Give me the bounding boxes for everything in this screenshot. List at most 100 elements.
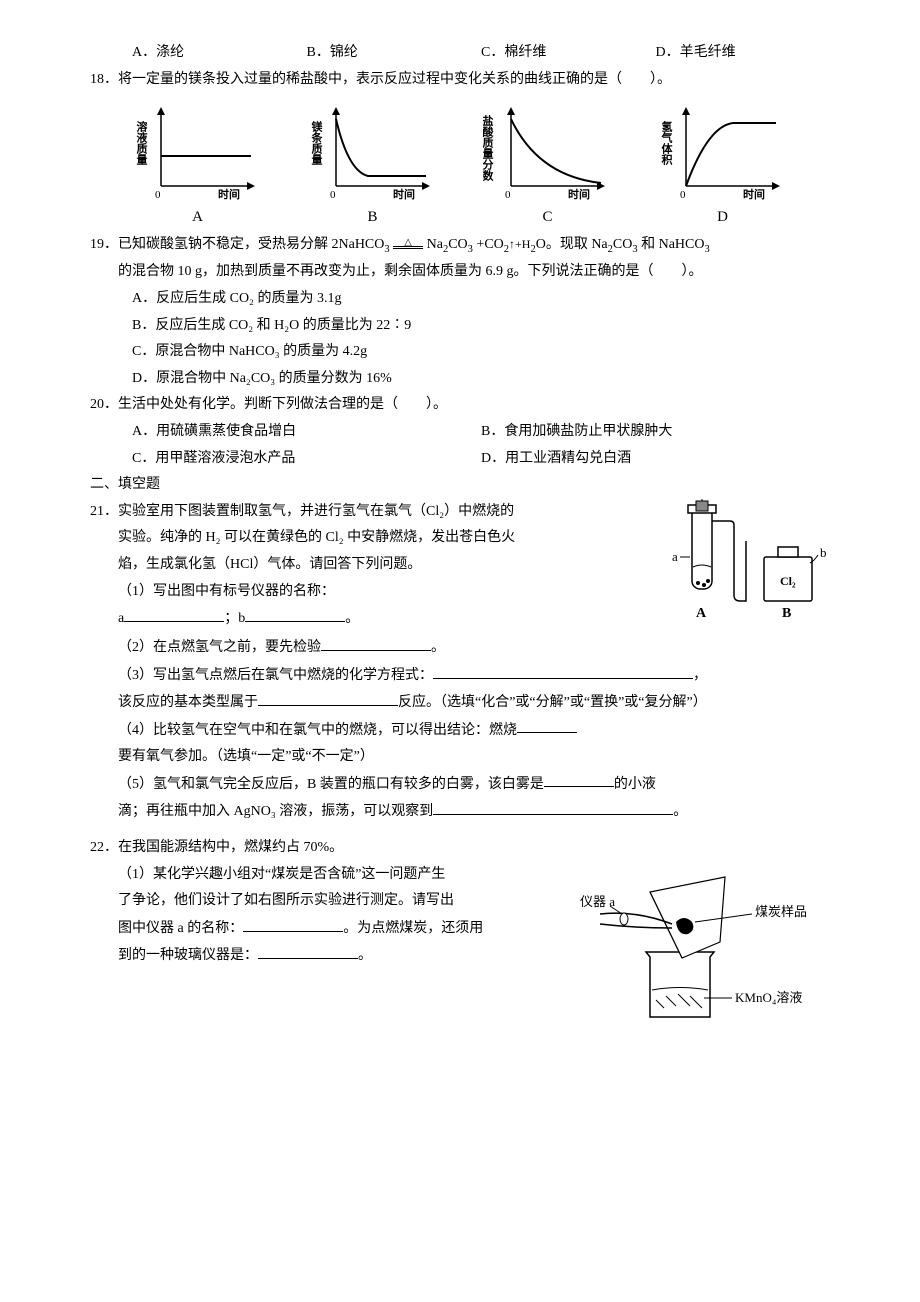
q21-l2: 实验。纯净的 H₂ 可以在黄绿色的 Cl₂ 中安静燃烧，发出苍白色火 — [90, 525, 652, 552]
q21-p5a: （5）氢气和氯气完全反应后，B 装置的瓶口有较多的白雾，该白雾是 — [118, 776, 544, 791]
q17-opt-d: D．羊毛纤维 — [656, 40, 831, 67]
chart-a-ylabel: 溶液质量 — [135, 120, 148, 165]
q19-opt-d: D．原混合物中 Na₂CO₃ 的质量分数为 16% — [90, 366, 830, 393]
q21-p5c: 滴；再往瓶中加入 AgNO₃ 溶液，振荡，可以观察到 。 — [90, 798, 830, 825]
q19-stem-4: +CO — [473, 237, 504, 252]
q21-p4: （4）比较氢气在空气中和在氯气中的燃烧，可以得出结论：燃烧要有氧气参加。（选填“… — [90, 717, 830, 771]
q22-p1d-b: 。 — [358, 948, 372, 963]
q21-p2-end: 。 — [431, 640, 445, 655]
q21-label-big-a: A — [696, 606, 707, 621]
chart-d-svg: 氢气体积 0 时间 — [658, 101, 788, 201]
blank-p5c — [433, 798, 673, 815]
q21-p5b: 的小液 — [614, 776, 656, 791]
q22-p1b: 了争论，他们设计了如右图所示实验进行测定。请写出 — [90, 888, 572, 915]
q21-num: 21． — [90, 504, 118, 519]
chart-a-letter: A — [133, 203, 263, 232]
chart-a-xlabel: 时间 — [218, 187, 240, 201]
chart-d-zero: 0 — [680, 189, 686, 201]
q21-p5: （5）氢气和氯气完全反应后，B 装置的瓶口有较多的白雾，该白雾是 的小液 — [90, 771, 830, 798]
chart-a: 溶液质量 0 时间 A — [133, 101, 263, 232]
chart-c-svg: 盐酸质量分数 0 时间 — [483, 101, 613, 201]
q19-opt-c: C．原混合物中 NaHCO₃ 的质量为 4.2g — [90, 339, 830, 366]
q19-stem-7: CO — [613, 237, 632, 252]
q18: 18．将一定量的镁条投入过量的稀盐酸中，表示反应过程中变化关系的曲线正确的是（ … — [90, 67, 830, 94]
q21-p5c-end: 。 — [673, 804, 687, 819]
q19-line2: 的混合物 10 g，加热到质量不再改变为止，剩余固体质量为 6.9 g。下列说法… — [90, 259, 830, 286]
q22-label-coal: 煤炭样品 — [755, 904, 807, 919]
q22-p1a: （1）某化学兴趣小组对“煤炭是否含硫”这一问题产生 — [90, 862, 572, 889]
q20-opt-d: D．用工业酒精勾兑白酒 — [481, 446, 830, 473]
q21-label-a: a — [672, 549, 678, 564]
q21-l1: 实验室用下图装置制取氢气，并进行氢气在氯气（Cl₂）中燃烧的 — [118, 504, 514, 519]
q22-p1c: 图中仪器 a 的名称： 。为点燃煤炭，还须用 — [90, 915, 572, 942]
q21-p3-text: （3）写出氢气点燃后在氯气中燃烧的化学方程式： — [118, 668, 433, 683]
q20-num: 20． — [90, 397, 118, 412]
q17-options: A．涤纶 B．锦纶 C．棉纤维 D．羊毛纤维 — [90, 40, 830, 67]
q19-stem-6: O。现取 Na — [536, 237, 608, 252]
q21-p1b-end: 。 — [345, 611, 359, 626]
q21-label-cl2: Cl₂ — [780, 574, 796, 588]
q18-num: 18． — [90, 72, 118, 87]
chart-b-ylabel: 镁条质量 — [310, 120, 324, 165]
chart-b-zero: 0 — [330, 189, 336, 201]
q19-stem-1: 已知碳酸氢钠不稳定，受热易分解 2NaHCO — [118, 237, 384, 252]
q19-opt-b: B．反应后生成 CO₂ 和 H₂O 的质量比为 22∶9 — [90, 313, 830, 340]
q21-p1: （1）写出图中有标号仪器的名称： — [90, 579, 652, 606]
blank-p3b — [258, 689, 398, 706]
q17-opt-b: B．锦纶 — [307, 40, 482, 67]
q19-opt-a: A．反应后生成 CO₂ 的质量为 3.1g — [90, 286, 830, 313]
q18-stem: 将一定量的镁条投入过量的稀盐酸中，表示反应过程中变化关系的曲线正确的是（ ）。 — [118, 72, 671, 87]
chart-a-svg: 溶液质量 0 时间 — [133, 101, 263, 201]
q22-l1: 在我国能源结构中，燃煤约占 70%。 — [118, 840, 343, 855]
blank-q22a — [243, 915, 343, 932]
q21-p3b: 该反应的基本类型属于 反应。（选填“化合”或“分解”或“置换”或“复分解”） — [90, 689, 830, 716]
q21-p5c-text: 滴；再往瓶中加入 AgNO₃ 溶液，振荡，可以观察到 — [118, 804, 433, 819]
q20: 20．生活中处处有化学。判断下列做法合理的是（ ）。 — [90, 392, 830, 419]
q22-l1-row: 22．在我国能源结构中，燃煤约占 70%。 — [90, 835, 830, 862]
q20-opt-a: A．用硫磺熏蒸使食品增白 — [132, 419, 481, 446]
q21-apparatus-figure: a Cl₂ b A B — [660, 499, 830, 635]
blank-p4 — [517, 717, 577, 734]
q17-opt-a: A．涤纶 — [132, 40, 307, 67]
q22-p1c-a: 图中仪器 a 的名称： — [118, 921, 243, 936]
q22-num: 22． — [90, 840, 118, 855]
q18-charts: 溶液质量 0 时间 A 镁条质量 0 时间 B 盐酸质量分数 0 时间 — [90, 93, 830, 232]
q21-p3: （3）写出氢气点燃后在氯气中燃烧的化学方程式： ， — [90, 662, 830, 689]
chart-b-xlabel: 时间 — [393, 187, 415, 201]
chart-d-ylabel: 氢气体积 — [660, 120, 674, 166]
q21-p3b-text: 该反应的基本类型属于 — [118, 695, 258, 710]
q19-stem-2: Na — [427, 237, 443, 252]
q17-opt-c: C．棉纤维 — [481, 40, 656, 67]
q20-stem: 生活中处处有化学。判断下列做法合理的是（ ）。 — [118, 397, 447, 412]
chart-c: 盐酸质量分数 0 时间 C — [483, 101, 613, 232]
q21-p2: （2）在点燃氢气之前，要先检验 。 — [90, 634, 830, 661]
q20-opt-c: C．用甲醛溶液浸泡水产品 — [132, 446, 481, 473]
section-2-title: 二、填空题 — [90, 472, 830, 499]
q21-p4b: 要有氧气参加。（选填“一定”或“不一定”） — [118, 749, 374, 764]
q21-p3b-end: 反应。（选填“化合”或“分解”或“置换”或“复分解”） — [398, 695, 707, 710]
q20-row1: A．用硫磺熏蒸使食品增白 B．食用加碘盐防止甲状腺肿大 — [90, 419, 830, 446]
q21-p1b-sep: ；b — [224, 611, 245, 626]
chart-d: 氢气体积 0 时间 D — [658, 101, 788, 232]
q21-p4a: （4）比较氢气在空气中和在氯气中的燃烧，可以得出结论：燃烧 — [118, 722, 517, 737]
chart-b: 镁条质量 0 时间 B — [308, 101, 438, 232]
q21-p2-text: （2）在点燃氢气之前，要先检验 — [118, 640, 321, 655]
q22-label-kmno4: KMnO₄溶液 — [735, 990, 802, 1005]
q22-label-a: 仪器 a — [580, 894, 615, 909]
q21-l3: 焰，生成氯化氢（HCl）气体。请回答下列问题。 — [90, 552, 652, 579]
q22-p1d: 到的一种玻璃仪器是： 。 — [90, 942, 572, 969]
q22-p1d-a: 到的一种玻璃仪器是： — [118, 948, 258, 963]
q22: （1）某化学兴趣小组对“煤炭是否含硫”这一问题产生 了争论，他们设计了如右图所示… — [90, 862, 830, 1033]
blank-b — [245, 605, 345, 622]
chart-b-letter: B — [308, 203, 438, 232]
q21-label-b: b — [820, 545, 827, 560]
chart-b-svg: 镁条质量 0 时间 — [308, 101, 438, 201]
chart-c-xlabel: 时间 — [568, 187, 590, 201]
q22-p1c-b: 。为点燃煤炭，还须用 — [343, 921, 483, 936]
q19-stem-3: CO — [448, 237, 467, 252]
heat-arrow-icon: △ — [393, 240, 423, 249]
q21-p3-end: ， — [693, 668, 707, 683]
q20-row2: C．用甲醛溶液浸泡水产品 D．用工业酒精勾兑白酒 — [90, 446, 830, 473]
chart-d-xlabel: 时间 — [743, 187, 765, 201]
q21-label-big-b: B — [782, 606, 791, 621]
